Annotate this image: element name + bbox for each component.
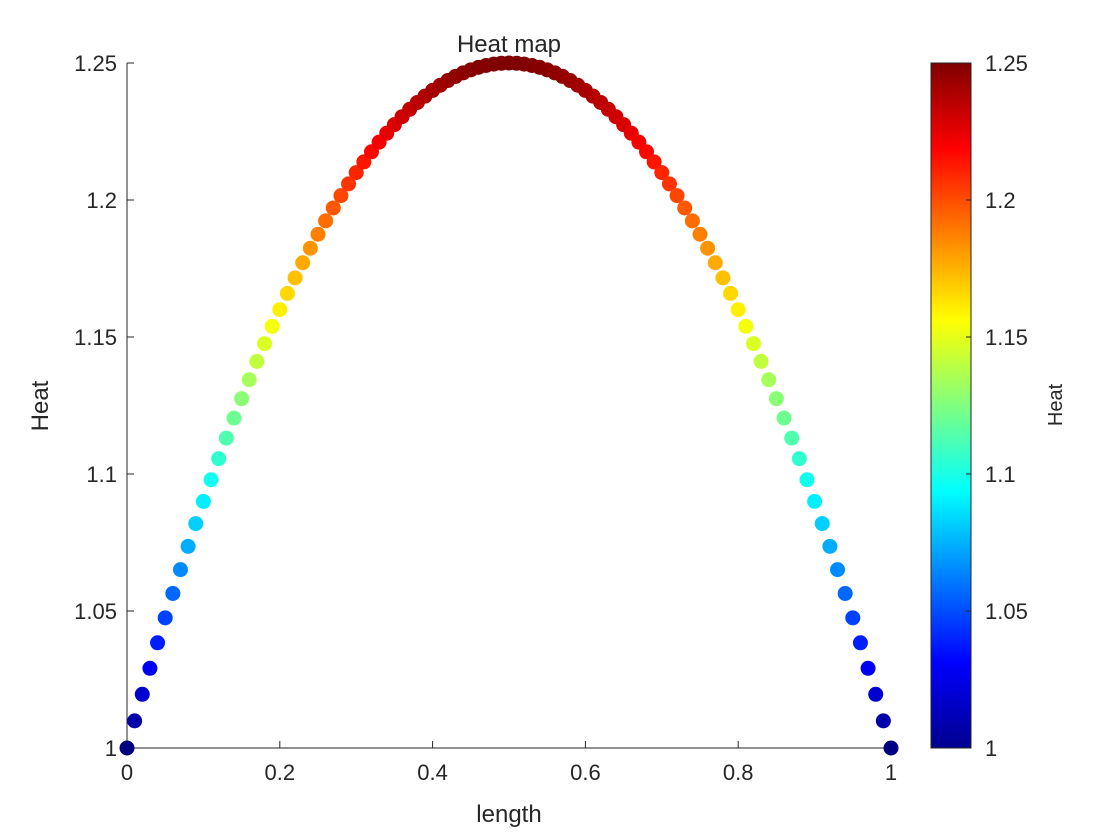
colorbar-tick-label: 1.2 — [985, 188, 1016, 213]
scatter-point — [287, 270, 303, 286]
x-tick-label: 0.4 — [417, 760, 448, 785]
x-tick-label: 0.6 — [570, 760, 601, 785]
y-axis-ticks: 1 1.05 1.1 1.15 1.2 1.25 — [74, 51, 134, 761]
scatter-point — [279, 285, 295, 301]
scatter-point — [257, 336, 273, 352]
chart-title: Heat map — [457, 31, 561, 58]
scatter-point — [677, 200, 693, 216]
colorbar-label: Heat — [1045, 383, 1067, 426]
colorbar-tick-label: 1.25 — [985, 51, 1028, 76]
scatter-point — [150, 635, 166, 651]
x-tick-label: 1 — [885, 760, 897, 785]
scatter-point — [333, 188, 349, 204]
scatter-point — [249, 353, 265, 369]
scatter-point — [730, 302, 746, 318]
colorbar-tick-label: 1 — [985, 736, 997, 761]
scatter-point — [348, 165, 364, 181]
scatter-point — [295, 255, 311, 271]
scatter-point — [172, 562, 188, 578]
y-axis-label: Heat — [27, 380, 54, 431]
scatter-point — [310, 226, 326, 242]
scatter-point — [745, 336, 761, 352]
scatter-point — [791, 451, 807, 467]
x-axis-ticks: 0 0.2 0.4 0.6 0.8 1 — [121, 741, 897, 785]
scatter-point — [272, 302, 288, 318]
scatter-point — [234, 391, 250, 407]
scatter-point — [700, 240, 716, 256]
plot-axes — [126, 63, 891, 749]
y-tick-label: 1.1 — [86, 462, 117, 487]
scatter-point — [188, 516, 204, 532]
scatter-point — [692, 226, 708, 242]
scatter-point — [119, 740, 135, 756]
x-tick-label: 0.2 — [265, 760, 296, 785]
scatter-point — [661, 176, 677, 192]
scatter-point — [761, 372, 777, 388]
colorbar-tick-label: 1.05 — [985, 599, 1028, 624]
scatter-point — [142, 660, 158, 676]
scatter-point — [807, 493, 823, 509]
scatter-point — [165, 585, 181, 601]
scatter-point — [852, 635, 868, 651]
scatter-point — [830, 562, 846, 578]
scatter-point — [325, 200, 341, 216]
colorbar: 1 1.05 1.1 1.15 1.2 1.25 Heat — [930, 51, 1067, 761]
y-tick-label: 1.05 — [74, 599, 117, 624]
scatter-point — [860, 660, 876, 676]
scatter-point — [134, 686, 150, 702]
scatter-point — [868, 686, 884, 702]
scatter-point — [211, 451, 227, 467]
scatter-point — [784, 430, 800, 446]
scatter-point — [195, 493, 211, 509]
scatter-point — [845, 610, 861, 626]
scatter-point — [837, 585, 853, 601]
colorbar-ticks: 1 1.05 1.1 1.15 1.2 1.25 — [966, 51, 1028, 761]
scatter-point — [715, 270, 731, 286]
x-tick-label: 0 — [121, 760, 133, 785]
scatter-point — [226, 410, 242, 426]
colorbar-tick-label: 1.15 — [985, 325, 1028, 350]
colorbar-gradient — [930, 62, 972, 749]
scatter-points — [119, 55, 899, 756]
scatter-point — [684, 213, 700, 229]
y-tick-label: 1.2 — [86, 188, 117, 213]
y-tick-label: 1.25 — [74, 51, 117, 76]
y-tick-label: 1.15 — [74, 325, 117, 350]
scatter-point — [157, 610, 173, 626]
scatter-point — [318, 213, 334, 229]
scatter-point — [707, 255, 723, 271]
scatter-point — [341, 176, 357, 192]
x-tick-label: 0.8 — [723, 760, 754, 785]
scatter-point — [753, 353, 769, 369]
scatter-point — [723, 285, 739, 301]
scatter-point — [127, 713, 143, 729]
scatter-point — [799, 472, 815, 488]
colorbar-tick-label: 1.1 — [985, 462, 1016, 487]
scatter-point — [814, 516, 830, 532]
x-axis-label: length — [476, 801, 541, 828]
scatter-point — [646, 154, 662, 170]
y-tick-label: 1 — [105, 736, 117, 761]
scatter-point — [264, 318, 280, 334]
scatter-point — [218, 430, 234, 446]
scatter-point — [822, 538, 838, 554]
scatter-point — [241, 372, 257, 388]
scatter-point — [669, 188, 685, 204]
scatter-point — [654, 165, 670, 181]
scatter-point — [875, 713, 891, 729]
scatter-point — [776, 410, 792, 426]
scatter-point — [203, 472, 219, 488]
scatter-point — [768, 391, 784, 407]
scatter-point — [883, 740, 899, 756]
scatter-point — [302, 240, 318, 256]
scatter-point — [180, 538, 196, 554]
scatter-point — [738, 318, 754, 334]
